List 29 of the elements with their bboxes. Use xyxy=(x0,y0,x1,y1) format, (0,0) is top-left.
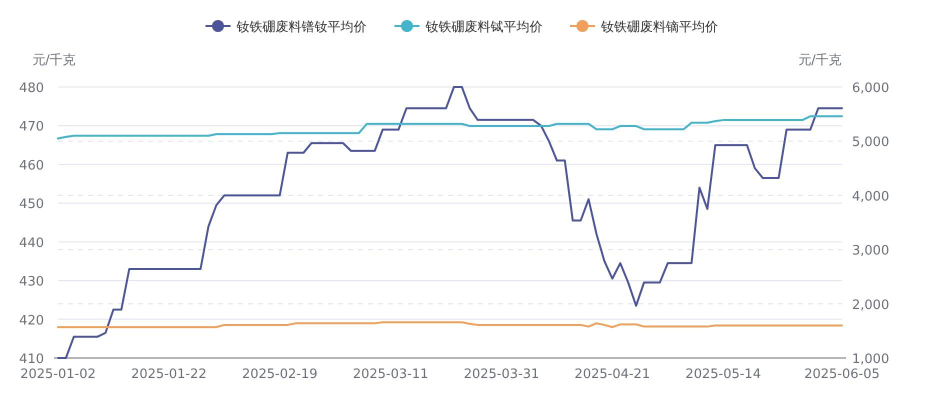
legend-label: 钕铁硼废料镝平均价 xyxy=(600,20,718,35)
x-tick-label: 2025-01-02 xyxy=(20,367,96,382)
line-series xyxy=(57,115,843,140)
y-tick-label: 440 xyxy=(19,236,44,251)
y-tick-label: 420 xyxy=(19,313,44,328)
y-tick-label: 460 xyxy=(19,158,44,174)
x-tick-label: 2025-03-11 xyxy=(352,367,428,382)
legend-label: 钕铁硼废料铽平均价 xyxy=(424,20,542,35)
y-tick-label: 410 xyxy=(19,352,44,367)
x-tick-label: 2025-06-05 xyxy=(804,367,880,382)
y2-tick-label: 1,000 xyxy=(852,352,890,367)
y-tick-label: 480 xyxy=(19,81,44,96)
y2-tick-label: 6,000 xyxy=(852,81,890,96)
x-tick-label: 2025-01-22 xyxy=(131,367,207,382)
x-tick-label: 2025-03-31 xyxy=(464,367,540,382)
y2-axis-title: 元/千克 xyxy=(798,53,842,68)
line-series xyxy=(57,86,843,359)
x-tick-label: 2025-04-21 xyxy=(574,367,650,382)
y2-tick-label: 4,000 xyxy=(852,189,890,204)
x-tick-label: 2025-05-14 xyxy=(685,367,761,382)
legend-label: 钕铁硼废料镨钕平均价 xyxy=(236,20,366,35)
y-tick-label: 430 xyxy=(19,274,44,290)
y2-tick-label: 5,000 xyxy=(852,135,890,150)
y-tick-label: 470 xyxy=(19,120,44,135)
y2-tick-label: 2,000 xyxy=(852,298,890,313)
x-tick-label: 2025-02-19 xyxy=(242,367,318,382)
y-axis-title: 元/千克 xyxy=(32,53,76,68)
y-tick-label: 450 xyxy=(19,197,44,212)
y2-tick-label: 3,000 xyxy=(852,244,890,259)
